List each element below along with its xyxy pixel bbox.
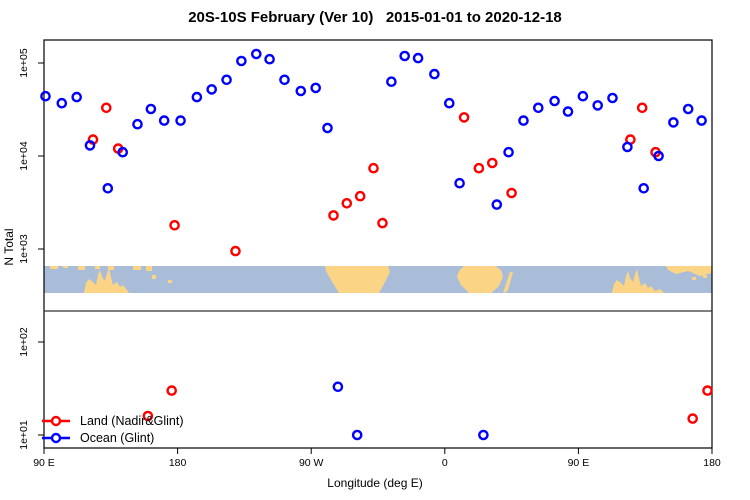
data-point-land <box>230 245 241 257</box>
y-tick-label: 1e+03 <box>18 234 30 264</box>
data-point-ocean <box>562 106 574 117</box>
data-point-ocean <box>607 92 618 104</box>
data-point-ocean <box>175 115 186 126</box>
data-point-ocean <box>158 115 170 126</box>
data-point-ocean <box>518 115 529 126</box>
data-point-ocean <box>653 150 664 162</box>
data-point-ocean <box>696 115 707 126</box>
chart-title: 20S-10S February (Ver 10) 2015-01-01 to … <box>188 9 562 26</box>
data-point-ocean <box>503 146 514 158</box>
data-point-ocean <box>478 429 489 441</box>
data-point-ocean <box>40 90 51 102</box>
data-point-ocean <box>310 82 322 94</box>
map-strip <box>44 266 712 293</box>
data-point-ocean <box>533 102 544 114</box>
data-point-land <box>341 197 353 209</box>
data-point-ocean <box>592 100 604 111</box>
y-tick-label: 1e+02 <box>18 327 30 357</box>
data-point-ocean <box>386 76 397 87</box>
y-tick-label: 1e+04 <box>18 141 30 171</box>
x-tick-label: 90 E <box>568 457 590 469</box>
data-point-ocean <box>638 182 650 194</box>
legend-label-ocean: Ocean (Glint) <box>80 431 155 445</box>
y-tick-label: 1e+01 <box>18 420 30 450</box>
x-tick-label: 90 W <box>299 457 324 469</box>
data-point-land <box>169 219 180 231</box>
map-land-shapes <box>50 266 712 293</box>
data-point-ocean <box>332 381 344 393</box>
data-point-land <box>486 157 498 169</box>
data-point-ocean <box>84 140 96 151</box>
data-point-land <box>328 210 339 221</box>
data-point-ocean <box>102 182 114 194</box>
data-point-ocean <box>399 50 411 62</box>
x-tick-label: 90 E <box>33 457 55 469</box>
data-point-land <box>368 162 379 174</box>
legend-label-land: Land (Nadir&Glint) <box>80 414 184 428</box>
data-point-land <box>473 162 485 174</box>
data-point-ocean <box>682 103 694 115</box>
data-point-ocean <box>322 122 333 134</box>
data-point-ocean <box>577 90 589 102</box>
data-point-ocean <box>429 68 440 80</box>
data-point-ocean <box>236 55 247 67</box>
data-point-land <box>506 187 517 199</box>
plot-border <box>43 39 713 449</box>
x-tick-label: 0 <box>442 457 448 469</box>
data-point-ocean <box>56 97 68 109</box>
data-point-ocean <box>250 48 262 60</box>
data-point-ocean <box>264 53 275 65</box>
legend-entry-land: Land (Nadir&Glint) <box>40 413 184 429</box>
data-point-ocean <box>443 97 455 109</box>
data-point-ocean <box>622 141 633 153</box>
x-tick-label: 180 <box>169 457 187 469</box>
x-axis-title: Longitude (deg E) <box>327 476 423 490</box>
data-point-ocean <box>668 117 679 128</box>
legend-ocean-marker-icon <box>42 432 70 444</box>
data-point-land <box>142 410 154 422</box>
data-point-ocean <box>71 91 82 103</box>
data-point-land <box>458 112 470 123</box>
data-point-land <box>702 385 713 396</box>
data-point-ocean <box>221 74 232 86</box>
data-point-ocean <box>279 74 290 86</box>
data-point-ocean <box>117 146 128 158</box>
data-point-ocean <box>549 95 560 107</box>
data-point-land <box>354 190 366 202</box>
data-point-ocean <box>351 429 363 441</box>
data-point-ocean <box>132 118 143 130</box>
data-point-ocean <box>412 52 424 64</box>
data-point-land <box>101 102 112 114</box>
data-point-land <box>166 385 177 396</box>
x-tick-label: 180 <box>703 457 721 469</box>
legend-entry-ocean: Ocean (Glint) <box>40 430 184 446</box>
legend-land-marker-icon <box>42 415 70 427</box>
y-tick-label: 1e+05 <box>18 48 30 78</box>
legend: Land (Nadir&Glint) Ocean (Glint) <box>40 413 184 446</box>
data-point-land <box>687 413 699 424</box>
data-point-land <box>377 217 388 229</box>
data-point-ocean <box>191 91 203 103</box>
data-point-ocean <box>145 103 157 115</box>
data-point-ocean <box>295 85 307 97</box>
data-point-land <box>636 102 648 114</box>
data-point-ocean <box>491 199 503 210</box>
data-point-ocean <box>206 84 217 95</box>
data-point-ocean <box>454 177 465 189</box>
